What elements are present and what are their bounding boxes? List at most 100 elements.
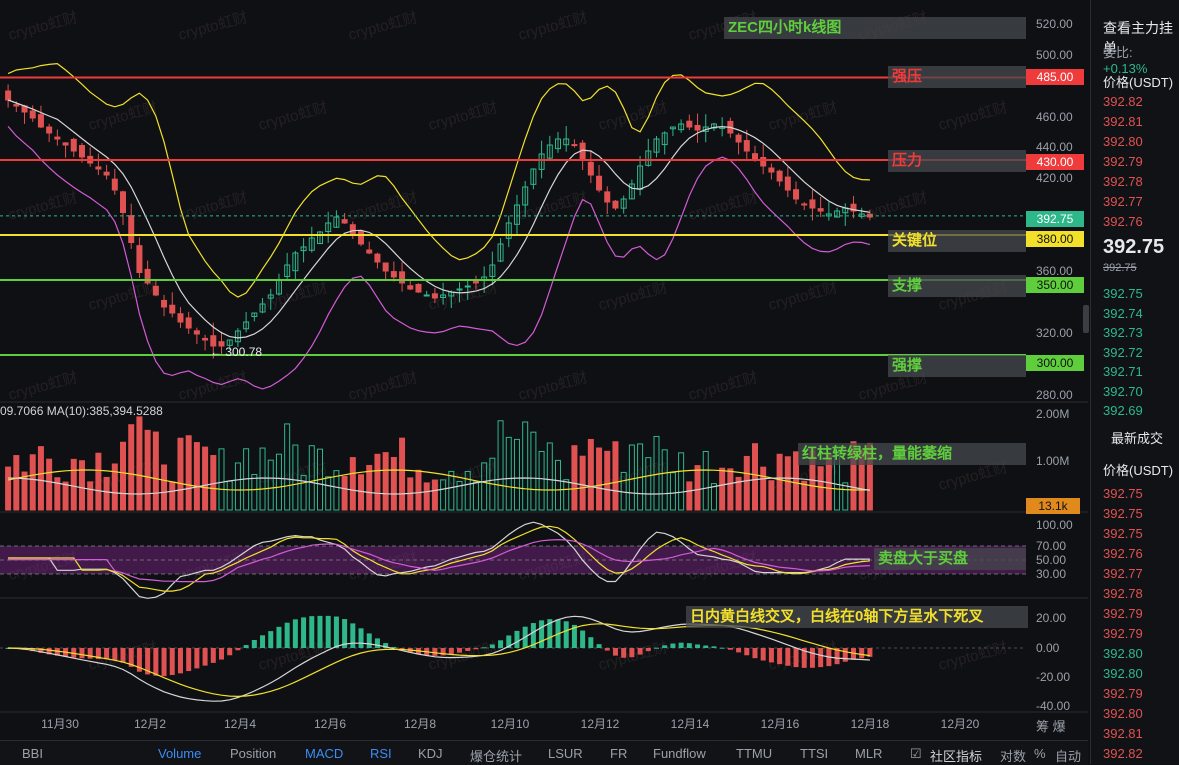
candle-body [776, 170, 783, 182]
candle-body [226, 339, 233, 346]
macd-histogram-bar [317, 615, 323, 648]
trade-row[interactable]: 392.79 [1103, 606, 1143, 621]
watermark-text: crypto虹财 [257, 279, 330, 314]
tab-auto[interactable]: 自动 [1055, 749, 1082, 764]
x-tick-label: 12月20 [941, 717, 980, 731]
tab-position[interactable]: Position [230, 746, 277, 761]
volume-bar [226, 480, 233, 511]
volume-tick: 1.00M [1036, 454, 1070, 468]
candle-body [497, 243, 504, 262]
ask-row[interactable]: 392.81 [1103, 114, 1143, 129]
last-price: 392.75 [1103, 236, 1165, 258]
macd-tick: 20.00 [1036, 611, 1067, 625]
watermark-text: crypto虹财 [597, 279, 670, 314]
bid-row[interactable]: 392.74 [1103, 305, 1143, 321]
trade-row[interactable]: 392.78 [1103, 586, 1143, 601]
volume-bar [95, 452, 102, 511]
volume-bar [760, 466, 767, 511]
order-book-header[interactable]: 查看主力挂单 [1103, 20, 1173, 56]
candle-body [555, 138, 562, 150]
candle-body [218, 341, 225, 347]
tab-log[interactable]: 对数 [1000, 749, 1027, 764]
macd-histogram-bar [153, 648, 159, 676]
candle-body [308, 237, 315, 251]
trade-row[interactable]: 392.80 [1103, 666, 1143, 681]
bid-row[interactable]: 392.71 [1103, 364, 1143, 379]
ask-row[interactable]: 392.78 [1103, 174, 1143, 189]
macd-histogram-bar [432, 648, 438, 656]
bid-row[interactable]: 392.69 [1103, 403, 1143, 418]
macd-histogram-bar [670, 643, 676, 648]
trade-row[interactable]: 392.81 [1103, 726, 1143, 741]
kline-chart[interactable]: crypto虹财 crypto虹财 crypto虹财 crypto虹财 crypto虹财… [0, 0, 1088, 740]
volume-bar [612, 441, 619, 511]
candle-body [13, 104, 20, 107]
candle-body [234, 330, 241, 343]
tab-lsur[interactable]: LSUR [548, 746, 583, 761]
trade-row[interactable]: 392.79 [1103, 686, 1143, 701]
candle-body [612, 200, 619, 209]
tab-rsi[interactable]: RSI [370, 746, 392, 761]
trade-row[interactable]: 392.77 [1103, 566, 1143, 581]
bid-row[interactable]: 392.75 [1103, 286, 1143, 301]
ask-row[interactable]: 392.77 [1103, 194, 1143, 209]
tab-ttmu[interactable]: TTMU [736, 746, 773, 761]
trade-row[interactable]: 392.79 [1103, 626, 1143, 641]
macd-histogram-bar [506, 635, 512, 648]
tab-ttsi[interactable]: TTSI [800, 746, 829, 761]
tab-fundflow[interactable]: Fundflow [653, 746, 706, 761]
watermark-text: crypto虹财 [257, 99, 330, 134]
candle-body [128, 215, 135, 244]
ask-row[interactable]: 392.82 [1103, 94, 1143, 109]
chart-area[interactable]: crypto虹财 crypto虹财 crypto虹财 crypto虹财 crypto虹财… [0, 0, 1089, 740]
volume-bar [423, 482, 430, 511]
macd-histogram-bar [514, 630, 520, 648]
ask-row[interactable]: 392.76 [1103, 214, 1143, 229]
trade-row[interactable]: 392.75 [1103, 506, 1143, 521]
trade-row[interactable]: 392.75 [1103, 526, 1143, 541]
trade-row[interactable]: 392.80 [1103, 646, 1143, 661]
tab-community[interactable]: 社区指标 [930, 749, 983, 764]
ask-row[interactable]: 392.80 [1103, 134, 1143, 149]
bollinger-mid-line [7, 99, 870, 339]
volume-bar [694, 465, 701, 511]
tab-kdj[interactable]: KDJ [418, 746, 443, 761]
tab-macd[interactable]: MACD [305, 746, 344, 761]
ask-row[interactable]: 392.79 [1103, 154, 1143, 169]
tab-bbi[interactable]: BBI [22, 746, 43, 761]
tab-liquidation[interactable]: 爆仓统计 [470, 749, 523, 764]
trade-row[interactable]: 392.82 [1103, 746, 1143, 761]
macd-histogram-bar [202, 648, 208, 666]
volume-bar [497, 420, 504, 511]
bid-row[interactable]: 392.70 [1103, 383, 1143, 399]
trade-row[interactable]: 392.80 [1103, 706, 1143, 721]
tab-fr[interactable]: FR [610, 746, 628, 761]
trade-row[interactable]: 392.75 [1103, 486, 1143, 501]
candle-body [292, 252, 299, 272]
macd-histogram-bar [251, 639, 257, 648]
tab-mlr[interactable]: MLR [855, 746, 883, 761]
candle-body [678, 123, 685, 131]
bid-row[interactable]: 392.73 [1103, 325, 1143, 340]
volume-bar [464, 470, 471, 511]
volume-bar [801, 480, 808, 511]
candle-body [735, 134, 742, 143]
chart-settings-icon[interactable]: 筹 爆 [1036, 719, 1066, 734]
x-tick-label: 11月30 [41, 717, 79, 731]
latest-trades-header[interactable]: 最新成交 [1111, 431, 1164, 446]
candle-body [316, 231, 323, 245]
macd-histogram-bar [104, 648, 110, 660]
candle-body [103, 171, 110, 176]
volume-bar [645, 457, 652, 511]
trade-row[interactable]: 392.76 [1103, 546, 1143, 561]
chart-scroll-handle[interactable] [1083, 305, 1089, 333]
macd-histogram-bar [662, 645, 668, 648]
volume-bar [538, 450, 545, 511]
candle-body [382, 262, 389, 272]
tab-volume[interactable]: Volume [158, 746, 202, 761]
candle-body [669, 126, 676, 130]
watermark-text: crypto虹财 [857, 189, 930, 224]
bid-row[interactable]: 392.72 [1103, 344, 1143, 360]
tab-percent[interactable]: % [1034, 746, 1046, 761]
candle-body [513, 204, 520, 225]
